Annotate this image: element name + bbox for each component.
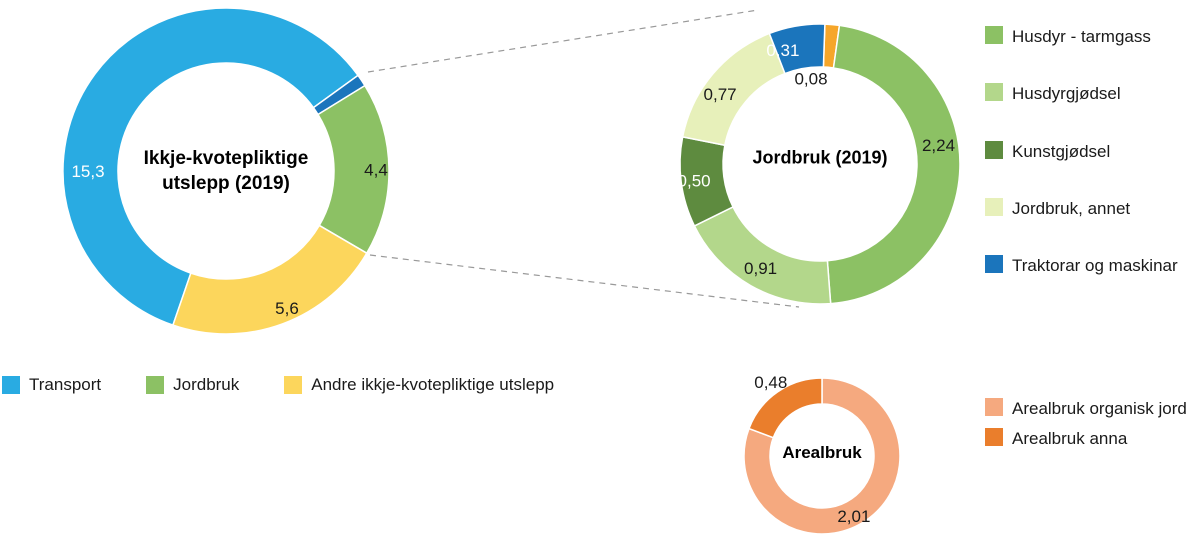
arealbruk-segment-1 bbox=[748, 377, 823, 439]
legend-label: Transport bbox=[29, 375, 102, 394]
legend-label: Arealbruk anna bbox=[1012, 429, 1128, 449]
legend-item: Husdyr - tarmgass bbox=[985, 26, 1200, 47]
jordbruk-value-label-2: 0,91 bbox=[744, 259, 777, 278]
legend-swatch bbox=[146, 375, 165, 394]
chart-title-arealbruk: Arealbruk bbox=[782, 443, 862, 462]
legend-label: Husdyr - tarmgass bbox=[1012, 27, 1151, 46]
legend-item: Arealbruk organisk jord bbox=[985, 398, 1200, 419]
legend-item: Kunstgjødsel bbox=[985, 140, 1200, 162]
legend-item: Arealbruk anna bbox=[985, 428, 1200, 449]
legend-item: Jordbruk bbox=[146, 374, 239, 395]
jordbruk-segment-5 bbox=[768, 23, 826, 75]
legend-label: Jordbruk, annet bbox=[1012, 198, 1131, 218]
legend-label: Kunstgjødsel bbox=[1012, 141, 1111, 161]
jordbruk-value-label-5: 0,31 bbox=[766, 41, 799, 60]
jordbruk-value-label-4: 0,77 bbox=[704, 85, 737, 104]
chart-title-ikkje-kvotepliktige: Ikkje-kvotepliktige utslepp (2019) bbox=[143, 147, 309, 194]
legend-main: Transport Jordbruk Andre ikkje-kvoteplikti… bbox=[2, 374, 554, 395]
ikkje-value-label-2: 4,4 bbox=[364, 160, 388, 179]
jordbruk-segment-2 bbox=[693, 205, 832, 305]
jordbruk-segment-1 bbox=[826, 24, 961, 305]
jordbruk-value-label-1: 2,24 bbox=[922, 136, 955, 155]
jordbruk-value-label-0: 0,08 bbox=[794, 69, 827, 88]
connector-line-top bbox=[367, 9, 759, 73]
legend-swatch bbox=[284, 375, 303, 394]
jordbruk-value-label-3: 0,50 bbox=[678, 172, 711, 191]
legend-swatch bbox=[985, 197, 1003, 216]
legend-item: Transport bbox=[2, 374, 101, 395]
legend-label: Traktorar og maskinar bbox=[1012, 256, 1178, 275]
legend-jordbruk: Husdyr - tarmgass Husdyrgjødsel Kunstgjøds… bbox=[985, 26, 1200, 276]
legend-arealbruk: Arealbruk organisk jord Arealbruk anna bbox=[985, 398, 1200, 450]
arealbruk-segment-0 bbox=[743, 377, 901, 535]
ikkje-value-label-0: 15,3 bbox=[71, 162, 104, 181]
arealbruk-value-label-1: 0,48 bbox=[754, 373, 787, 392]
legend-swatch bbox=[985, 26, 1003, 44]
legend-label: Andre ikkje-kvotepliktige utslepp bbox=[311, 375, 555, 394]
legend-item: Andre ikkje-kvotepliktige utslepp bbox=[284, 374, 554, 395]
legend-swatch bbox=[985, 398, 1003, 416]
legend-label: Husdyrgjødsel bbox=[1012, 84, 1121, 104]
donut-chart-ikkje-kvotepliktige: 15,3 4,4 5,6 bbox=[62, 7, 390, 335]
legend-swatch bbox=[985, 140, 1003, 159]
donut-chart-jordbruk: 0,08 2,24 0,91 0,50 0,77 0,31 bbox=[678, 23, 961, 305]
ikkje-segment-3 bbox=[171, 224, 368, 335]
ikkje-value-label-3: 5,6 bbox=[275, 299, 299, 318]
legend-swatch bbox=[985, 83, 1003, 102]
arealbruk-value-label-0: 2,01 bbox=[837, 507, 870, 526]
legend-swatch bbox=[2, 375, 20, 394]
legend-swatch bbox=[985, 428, 1003, 447]
chart-title-jordbruk: Jordbruk (2019) bbox=[752, 147, 888, 168]
ikkje-segment-0 bbox=[62, 7, 360, 327]
legend-item: Husdyrgjødsel bbox=[985, 83, 1200, 104]
legend-item: Traktorar og maskinar bbox=[985, 255, 1200, 276]
legend-label: Arealbruk organisk jord bbox=[1012, 399, 1187, 418]
legend-label: Jordbruk bbox=[173, 375, 240, 394]
donut-chart-arealbruk: 2,01 0,48 bbox=[743, 373, 901, 535]
legend-swatch bbox=[985, 255, 1003, 273]
legend-item: Jordbruk, annet bbox=[985, 197, 1200, 219]
